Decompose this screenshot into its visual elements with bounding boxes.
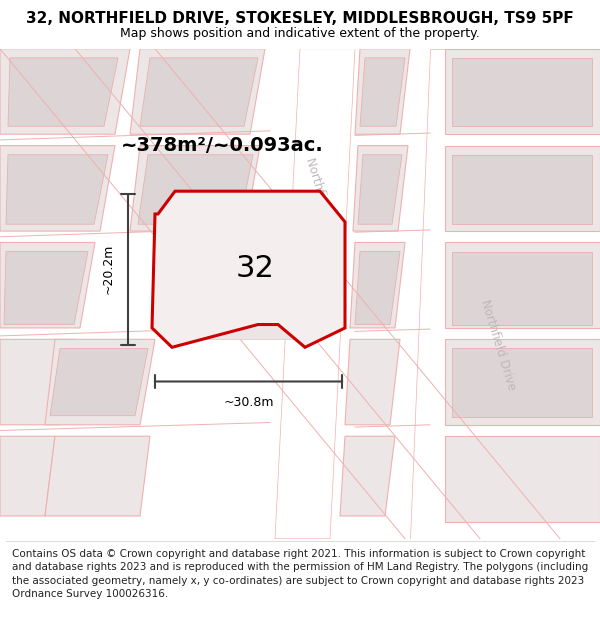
Polygon shape [445,339,600,425]
Polygon shape [6,155,108,224]
Text: 32: 32 [236,254,274,283]
Polygon shape [130,146,260,231]
Polygon shape [0,339,75,425]
Polygon shape [0,436,55,516]
Polygon shape [130,49,265,134]
Text: Map shows position and indicative extent of the property.: Map shows position and indicative extent… [120,27,480,40]
Polygon shape [360,58,405,126]
Polygon shape [452,155,592,224]
Polygon shape [275,49,355,539]
Polygon shape [45,339,155,425]
Polygon shape [350,242,405,328]
Polygon shape [355,252,400,324]
Polygon shape [452,349,592,417]
Text: Northfield Drive: Northfield Drive [303,156,343,249]
Text: 32, NORTHFIELD DRIVE, STOKESLEY, MIDDLESBROUGH, TS9 5PF: 32, NORTHFIELD DRIVE, STOKESLEY, MIDDLES… [26,11,574,26]
Polygon shape [152,191,345,348]
Text: Northfield Drive: Northfield Drive [478,298,518,392]
Polygon shape [353,146,408,231]
Polygon shape [8,58,118,126]
Polygon shape [452,58,592,126]
Text: ~20.2m: ~20.2m [101,244,115,294]
Polygon shape [0,242,95,328]
Polygon shape [445,436,600,522]
Polygon shape [445,49,600,134]
Text: ~378m²/~0.093ac.: ~378m²/~0.093ac. [121,136,323,155]
Polygon shape [340,436,395,516]
Polygon shape [452,252,592,324]
Polygon shape [4,252,88,324]
Polygon shape [180,211,320,339]
Polygon shape [140,58,258,126]
Polygon shape [445,242,600,328]
Polygon shape [138,155,253,224]
Polygon shape [45,436,150,516]
Polygon shape [0,49,130,134]
Polygon shape [50,349,148,416]
Polygon shape [410,49,600,539]
Polygon shape [345,339,400,425]
Text: Contains OS data © Crown copyright and database right 2021. This information is : Contains OS data © Crown copyright and d… [12,549,588,599]
Text: ~30.8m: ~30.8m [223,396,274,409]
Polygon shape [358,155,402,224]
Polygon shape [0,146,115,231]
Polygon shape [445,146,600,231]
Polygon shape [355,49,410,134]
